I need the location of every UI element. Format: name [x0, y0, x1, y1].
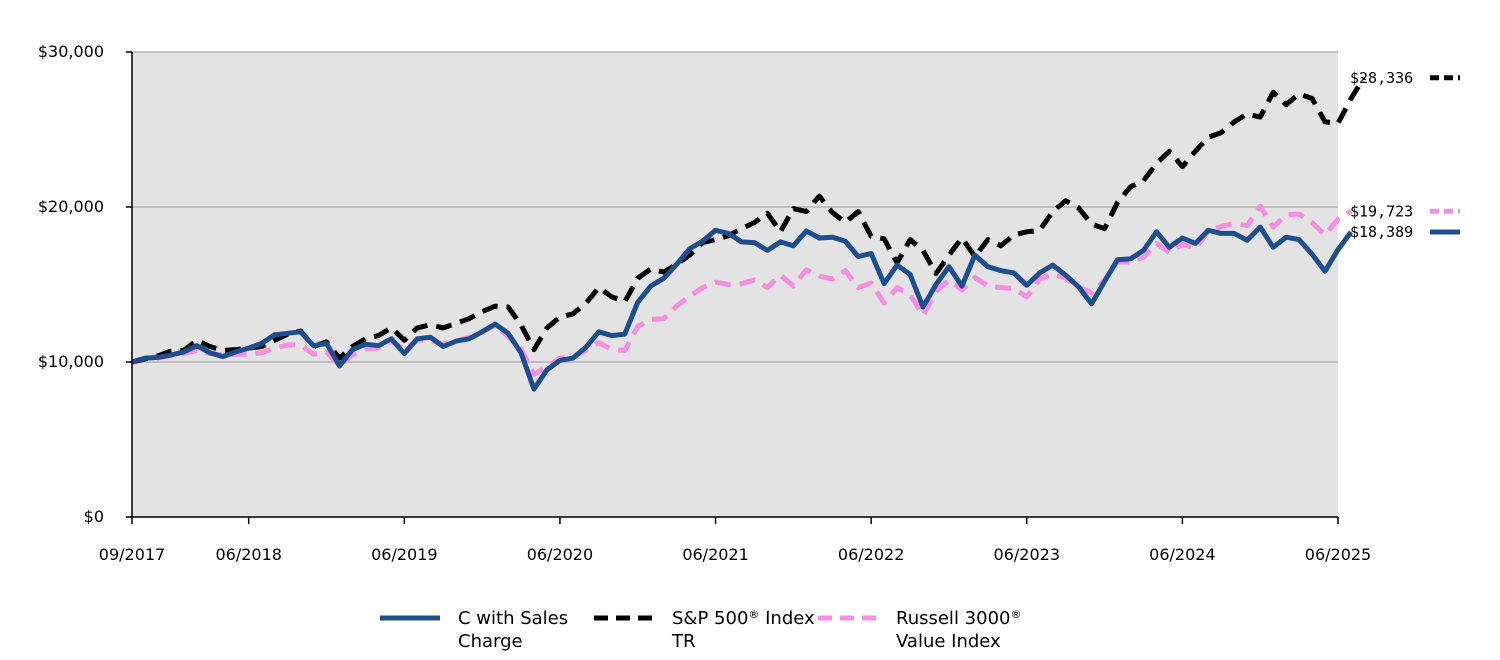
x-tick-label: 06/2025	[1305, 545, 1371, 564]
x-tick-label: 06/2020	[527, 545, 593, 564]
x-tick-label: 06/2018	[215, 545, 281, 564]
x-tick-label: 06/2021	[682, 545, 748, 564]
series-line-1	[131, 76, 1367, 365]
y-ticks: $0 $10,000 $20,000 $30,000	[38, 42, 132, 526]
y-tick-label: $0	[84, 507, 104, 526]
end-label-2: $19,723	[1350, 202, 1413, 220]
x-tick-label: 06/2023	[994, 545, 1060, 564]
end-label-1: $28,336	[1350, 69, 1413, 87]
legend-label-2: Russell 3000®	[896, 608, 1021, 630]
x-tick-label: 06/2019	[371, 545, 437, 564]
y-tick-label: $30,000	[38, 42, 104, 61]
legend-label-line2-1: TR	[671, 631, 696, 652]
y-tick-label: $10,000	[38, 352, 104, 371]
series-line-0	[131, 224, 1354, 392]
x-tick-label: 06/2022	[838, 545, 904, 564]
plot-background	[132, 52, 1338, 517]
y-tick-label: $20,000	[38, 197, 104, 216]
end-label-0: $18,389	[1350, 223, 1413, 241]
axes	[131, 52, 1338, 518]
legend-label-0: C with Sales	[458, 608, 568, 629]
legend-label-1: S&P 500® Index	[672, 608, 815, 630]
end-labels: $18,389 $28,336 $19,723	[1350, 69, 1460, 241]
x-tick-label: 09/2017	[99, 545, 165, 564]
x-ticks: 09/2017 06/2018 06/2019 06/2020 06/2021 06/20…	[99, 517, 1371, 564]
legend-label-line2-0: Charge	[458, 631, 523, 652]
series-lines	[131, 76, 1367, 392]
x-tick-label: 06/2024	[1149, 545, 1215, 564]
legend-label-line2-2: Value Index	[896, 631, 1001, 652]
